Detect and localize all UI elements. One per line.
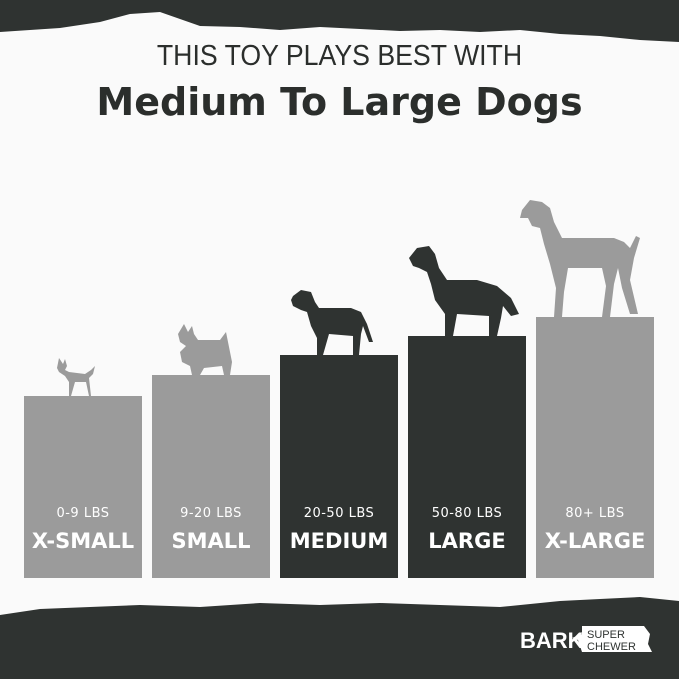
great-dane-silhouette-icon: [520, 200, 640, 317]
bark-super-chewer-logo: BARK SUPER CHEWER: [520, 620, 660, 664]
size-column-small: 9-20 LBS SMALL: [152, 375, 270, 578]
top-torn-band: [0, 0, 679, 42]
weight-label: 0-9 LBS: [56, 506, 110, 521]
size-label: X-LARGE: [544, 529, 646, 553]
large-dog-silhouette-icon: [409, 246, 519, 336]
logo-brand: BARK: [520, 628, 584, 653]
size-column-large: 50-80 LBS LARGE: [408, 336, 526, 578]
size-label: SMALL: [171, 529, 251, 553]
size-column-medium: 20-50 LBS MEDIUM: [280, 355, 398, 578]
logo-tagline-2: CHEWER: [587, 641, 636, 653]
logo-tagline-1: SUPER: [587, 629, 625, 641]
headline-main: Medium To Large Dogs: [96, 80, 583, 124]
size-column-x-small: 0-9 LBS X-SMALL: [24, 396, 142, 578]
medium-dog-silhouette-icon: [291, 290, 373, 355]
weight-label: 9-20 LBS: [180, 506, 242, 521]
size-label: MEDIUM: [289, 529, 389, 553]
size-label: LARGE: [428, 529, 506, 553]
chihuahua-silhouette-icon: [57, 358, 95, 396]
size-label: X-SMALL: [31, 529, 135, 553]
weight-label: 20-50 LBS: [303, 506, 375, 521]
size-column-x-large: 80+ LBS X-LARGE: [536, 317, 654, 578]
bottom-torn-band: [0, 597, 679, 679]
headline-intro: THIS TOY PLAYS BEST WITH: [156, 40, 523, 72]
weight-label: 80+ LBS: [565, 506, 625, 521]
weight-label: 50-80 LBS: [431, 506, 503, 521]
terrier-silhouette-icon: [178, 324, 232, 375]
